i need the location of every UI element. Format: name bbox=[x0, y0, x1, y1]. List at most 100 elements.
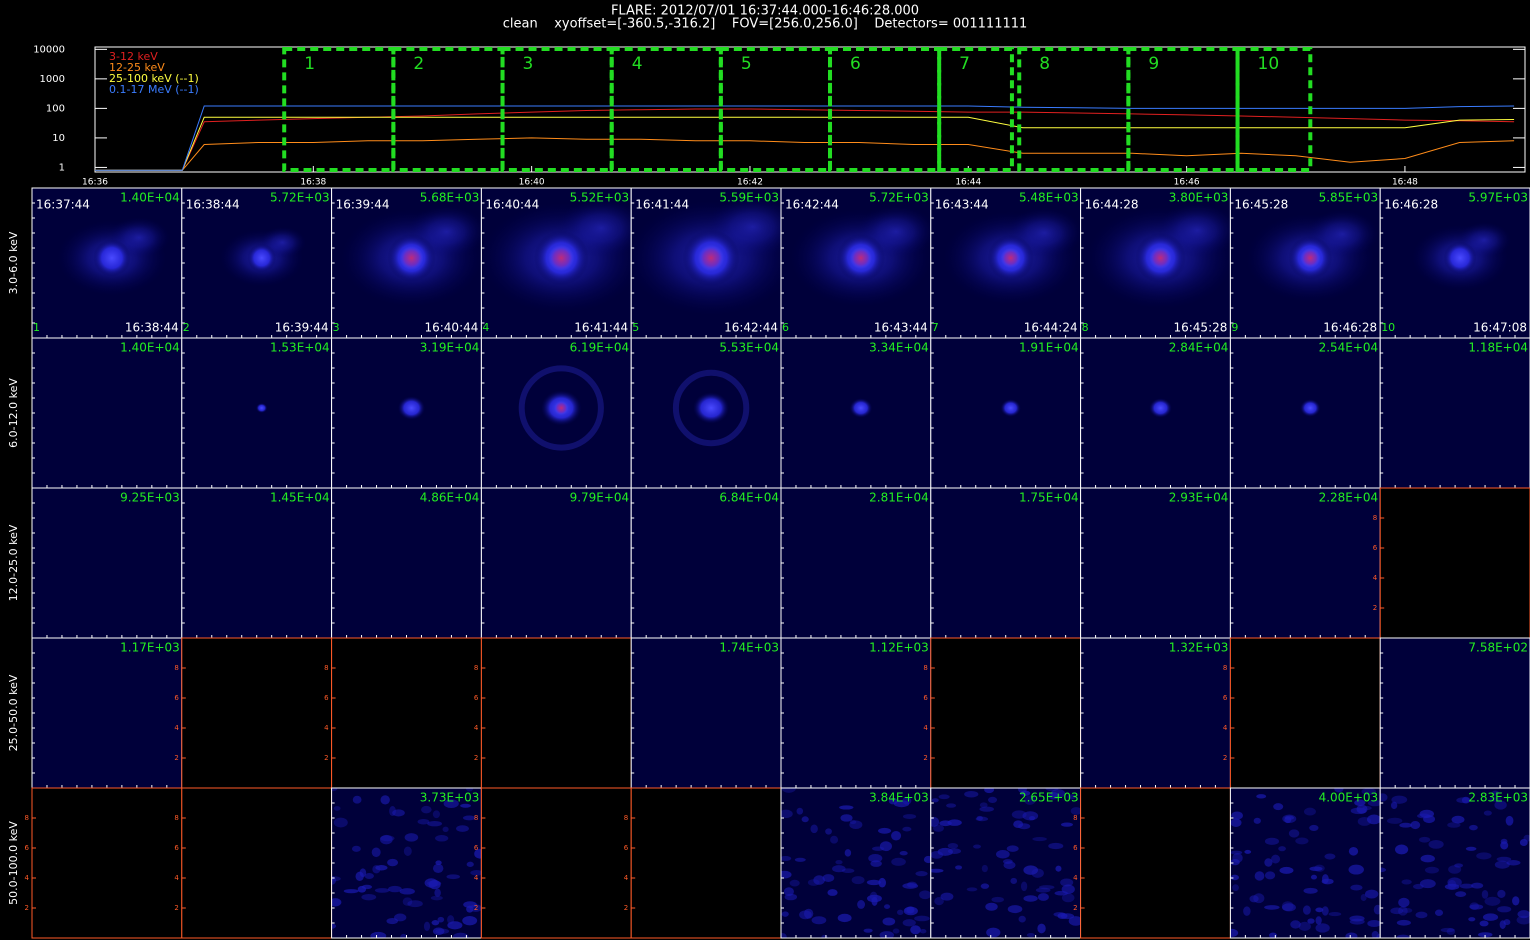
noise bbox=[1328, 912, 1342, 917]
image bbox=[781, 788, 931, 938]
noise bbox=[902, 882, 919, 889]
noise bbox=[375, 865, 388, 871]
noise bbox=[986, 927, 1001, 938]
empty-tick-label: 8 bbox=[174, 814, 178, 822]
noise bbox=[1264, 905, 1280, 910]
legend-entry: 25-100 keV (--1) bbox=[109, 72, 199, 85]
source bbox=[255, 403, 268, 413]
noise bbox=[331, 788, 338, 792]
noise bbox=[1367, 799, 1381, 807]
noise bbox=[811, 916, 827, 925]
noise bbox=[882, 917, 896, 926]
noise bbox=[984, 788, 995, 794]
max-label: 2.81E+04 bbox=[869, 491, 929, 505]
noise bbox=[1011, 810, 1027, 819]
noise bbox=[1349, 915, 1365, 922]
interval-label: 6 bbox=[850, 54, 861, 74]
empty-tick-label: 6 bbox=[923, 694, 928, 702]
noise bbox=[1446, 928, 1456, 935]
empty-plot bbox=[930, 637, 1082, 789]
noise bbox=[1428, 840, 1444, 849]
noise bbox=[1054, 890, 1068, 896]
noise bbox=[938, 794, 950, 800]
interval-label: 5 bbox=[741, 54, 752, 74]
image bbox=[672, 369, 750, 447]
noise bbox=[1013, 820, 1024, 829]
start-time: 16:46:28 bbox=[1384, 198, 1438, 212]
y-tick-label: 100 bbox=[46, 103, 65, 114]
end-time: 16:41:44 bbox=[574, 321, 628, 335]
noise bbox=[462, 916, 478, 926]
noise bbox=[915, 871, 928, 877]
empty-tick-label: 6 bbox=[474, 844, 479, 852]
noise bbox=[1454, 863, 1464, 868]
series-line bbox=[95, 105, 1515, 171]
interval-label: 8 bbox=[1039, 54, 1050, 74]
noise bbox=[781, 788, 796, 793]
noise bbox=[1395, 844, 1409, 855]
legend-entry: 3-12 keV bbox=[109, 50, 158, 63]
max-label: 5.97E+03 bbox=[1468, 191, 1528, 205]
end-time: 16:47:08 bbox=[1473, 321, 1527, 335]
empty-tick-label: 6 bbox=[25, 844, 30, 852]
noise bbox=[331, 923, 337, 929]
empty-tick-label: 2 bbox=[174, 904, 178, 912]
max-label: 5.68E+03 bbox=[420, 191, 480, 205]
noise bbox=[1503, 919, 1511, 926]
noise bbox=[1469, 824, 1478, 831]
noise bbox=[844, 849, 852, 857]
noise bbox=[902, 826, 912, 832]
source bbox=[1149, 398, 1172, 418]
image-cell bbox=[1080, 638, 1231, 788]
noise bbox=[470, 869, 482, 876]
source-core bbox=[1300, 248, 1321, 268]
noise bbox=[883, 904, 891, 909]
noise bbox=[1315, 923, 1330, 933]
noise bbox=[1516, 915, 1530, 925]
empty-tick-label: 6 bbox=[1373, 544, 1378, 552]
noise bbox=[1348, 846, 1359, 856]
image-cell bbox=[481, 488, 632, 638]
source bbox=[1000, 399, 1022, 417]
empty-tick-label: 4 bbox=[923, 724, 928, 732]
noise bbox=[1249, 895, 1259, 903]
panel-index: 7 bbox=[932, 321, 939, 334]
noise bbox=[1476, 852, 1492, 860]
noise bbox=[432, 927, 445, 936]
noise bbox=[947, 843, 959, 849]
noise bbox=[1350, 884, 1363, 891]
noise bbox=[1447, 822, 1461, 828]
noise bbox=[910, 925, 921, 935]
max-label: 2.83E+03 bbox=[1468, 791, 1528, 805]
image bbox=[518, 365, 604, 451]
empty-plot bbox=[480, 637, 632, 789]
x-tick-label: 16:38 bbox=[300, 178, 326, 188]
max-label: 5.72E+03 bbox=[869, 191, 929, 205]
max-label: 5.85E+03 bbox=[1319, 191, 1379, 205]
interval-label: 9 bbox=[1148, 54, 1159, 74]
empty-tick-label: 8 bbox=[324, 664, 328, 672]
noise bbox=[801, 816, 809, 823]
noise bbox=[822, 874, 835, 882]
noise bbox=[1024, 795, 1036, 805]
empty-tick-label: 6 bbox=[174, 844, 179, 852]
empty-tick-label: 4 bbox=[174, 874, 179, 882]
y-tick-label: 1000 bbox=[40, 74, 65, 85]
noise bbox=[400, 933, 407, 938]
empty-tick-label: 6 bbox=[1073, 844, 1078, 852]
noise bbox=[946, 803, 957, 808]
start-time: 16:38:44 bbox=[186, 198, 240, 212]
band-label: 3.0-6.0 keV bbox=[7, 231, 20, 294]
noise bbox=[432, 810, 441, 819]
noise bbox=[1244, 849, 1252, 854]
noise bbox=[469, 904, 482, 912]
noise bbox=[1018, 915, 1026, 923]
noise bbox=[902, 919, 916, 927]
image-cell bbox=[32, 338, 182, 488]
noise bbox=[371, 847, 381, 858]
noise bbox=[460, 803, 472, 808]
source-core bbox=[548, 245, 575, 271]
image bbox=[1299, 399, 1321, 417]
noise bbox=[1020, 790, 1031, 796]
